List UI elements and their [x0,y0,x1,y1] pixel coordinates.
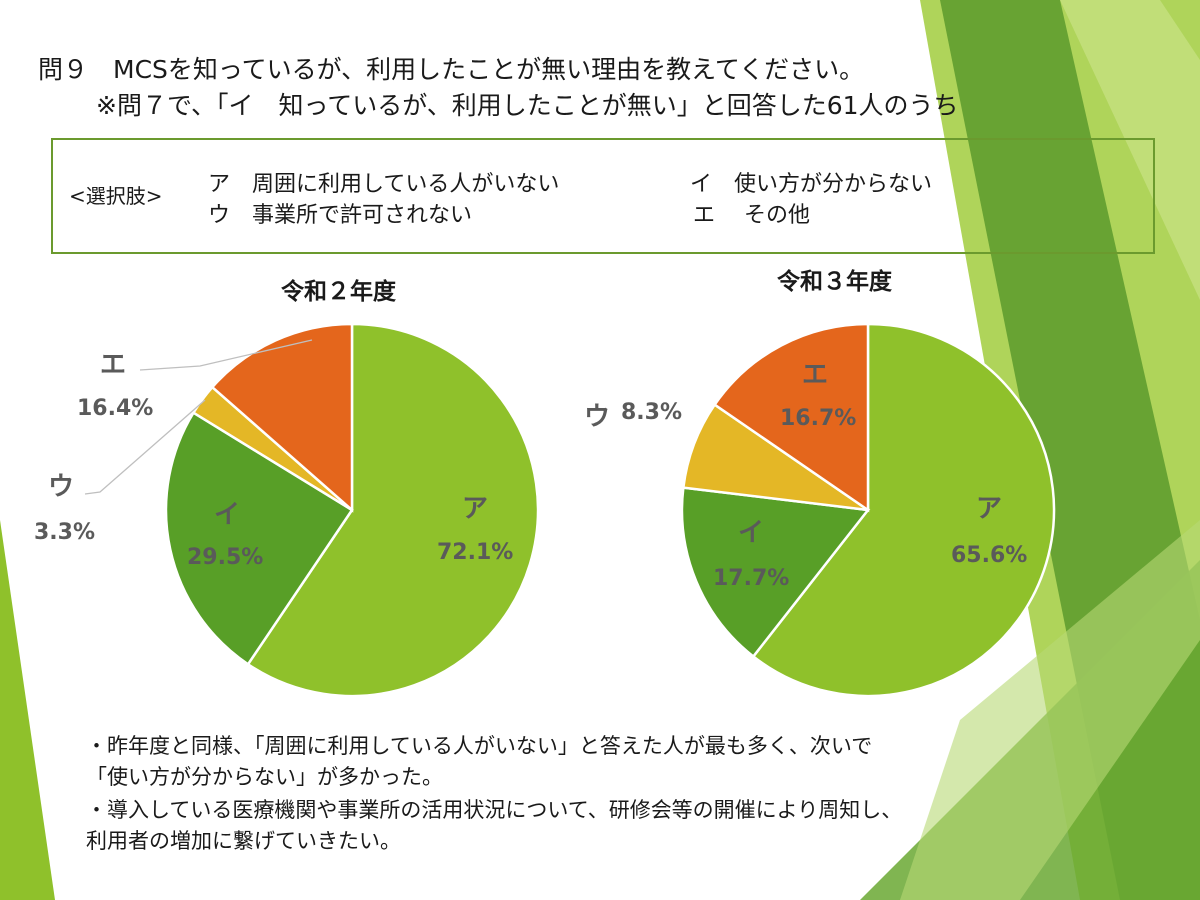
pie2-label-a-value: 65.6% [951,543,1028,568]
note-line4: 利用者の増加に繋げていきたい。 [86,829,401,853]
option-u: ウ 事業所で許可されない [208,203,473,228]
pie1-label-u-value: 3.3% [34,520,96,545]
leader-lines [84,339,313,495]
pie-chart-2020 [164,322,540,698]
pie1-label-i-value: 29.5% [187,545,264,570]
pie1-slice-e [210,322,354,513]
option-a: ア 周囲に利用している人がいない [208,172,560,197]
pie2-label-u-category: ウ [584,402,611,432]
note-line1: ・昨年度と同様、「周囲に利用している人がいない」と答えた人が最も多く、次いで [86,734,873,758]
pie2-slice-a [751,322,1056,698]
option-i: イ 使い方が分からない [690,172,933,197]
options-label: <選択肢> [69,184,163,208]
deco-left-edge [0,520,55,900]
pie2-label-e-value: 16.7% [780,406,857,431]
pie2-slice-i [680,486,871,659]
pie1-label-e-value: 16.4% [77,396,154,421]
title-line2: ※問７で、「イ 知っているが、利用したことが無い」と回答した61人のうち [96,91,959,120]
pie1-label-u-category: ウ [48,472,75,502]
note-line2: 「使い方が分からない」が多かった。 [86,765,443,789]
leader-line-u-2020 [84,399,206,495]
deco-band-lower-light [900,520,1200,900]
pie1-label-a-category: ア [462,494,489,524]
pie1-slice-i [164,411,354,666]
chart2-title: 令和３年度 [777,269,892,295]
pie2-label-i-value: 17.7% [713,566,790,591]
pie1-label-a-value: 72.1% [437,540,514,565]
options-box: <選択肢> ア 周囲に利用している人がいない ウ 事業所で許可されない イ 使い… [51,138,1155,254]
pie1-label-e-category: エ [100,350,127,380]
option-e: エ その他 [693,203,810,228]
chart1-title: 令和２年度 [281,279,396,305]
pie-chart-2021 [680,322,1056,698]
pie2-label-u-value: 8.3% [621,400,683,425]
pie1-slice-a [246,322,540,698]
title-line1: 問９ MCSを知っているが、利用したことが無い理由を教えてください。 [38,55,865,84]
deco-stripe-pale [1060,0,1200,300]
leader-line-e-2020 [139,339,313,371]
note-line3: ・導入している医療機関や事業所の活用状況について、研修会等の開催により周知し、 [86,798,903,822]
pie1-label-i-category: イ [214,500,241,530]
pie2-label-a-category: ア [976,494,1003,524]
pie2-label-i-category: イ [738,518,765,548]
pie2-label-e-category: エ [802,360,829,390]
pie2-slice-e [712,322,870,513]
